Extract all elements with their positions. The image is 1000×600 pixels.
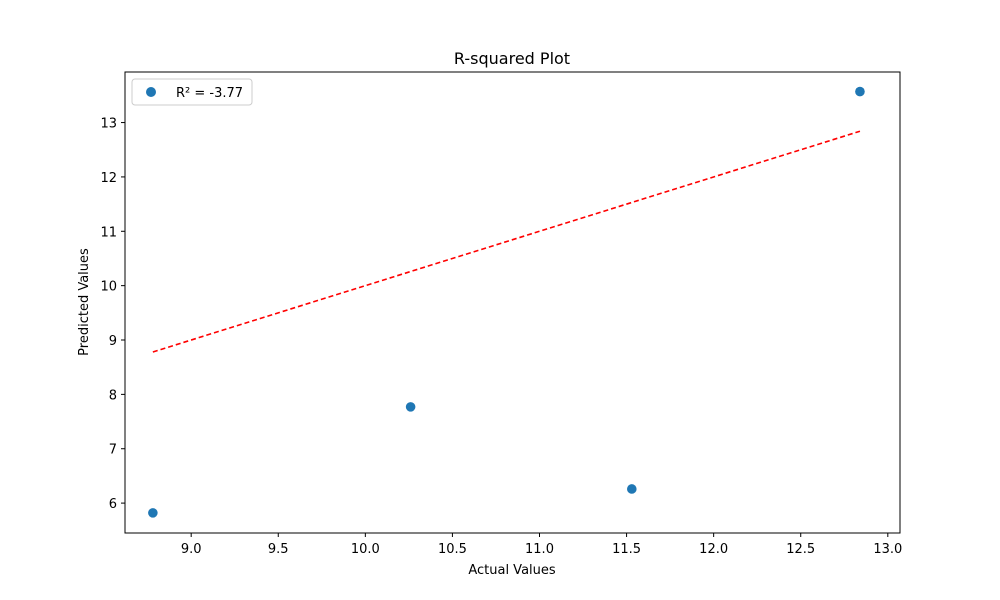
- scatter-point: [405, 402, 416, 412]
- y-axis-label: Predicted Values: [77, 248, 92, 356]
- x-tick-label: 11.5: [612, 542, 641, 557]
- y-tick-label: 13: [100, 117, 117, 132]
- scatter-point: [855, 86, 865, 97]
- x-tick-label: 11.0: [525, 542, 554, 557]
- scatter-point: [148, 508, 158, 518]
- x-tick-label: 9.0: [181, 542, 202, 557]
- y-tick-label: 10: [100, 280, 117, 295]
- y-tick-label: 9: [109, 334, 117, 349]
- x-axis-label: Actual Values: [468, 563, 556, 578]
- y-tick-label: 12: [100, 171, 117, 186]
- x-tick-label: 10.0: [351, 542, 380, 557]
- x-tick-label: 9.5: [268, 542, 289, 557]
- axes-frame: [124, 71, 901, 534]
- y-tick-label: 11: [100, 225, 117, 240]
- y-tick-label: 7: [109, 443, 117, 458]
- scatter-point: [626, 484, 637, 494]
- x-tick-label: 12.5: [786, 542, 815, 557]
- x-tick-label: 12.0: [699, 542, 728, 557]
- legend-label: R² = -3.77: [176, 86, 243, 101]
- reference-line: [152, 130, 861, 353]
- x-tick-label: 13.0: [873, 542, 902, 557]
- y-tick-label: 8: [109, 388, 117, 403]
- legend-box: [131, 78, 253, 106]
- x-tick-label: 10.5: [438, 542, 467, 557]
- chart-title: R-squared Plot: [454, 49, 570, 68]
- plot-area: 9.0 9.5 10.0 10.5 11.0 11.5 12.0 12.5 13.0 6 7 8 9 10…: [100, 71, 902, 557]
- y-tick-label: 6: [109, 497, 117, 512]
- legend-marker: [146, 87, 156, 97]
- legend: R² = -3.77: [131, 78, 253, 106]
